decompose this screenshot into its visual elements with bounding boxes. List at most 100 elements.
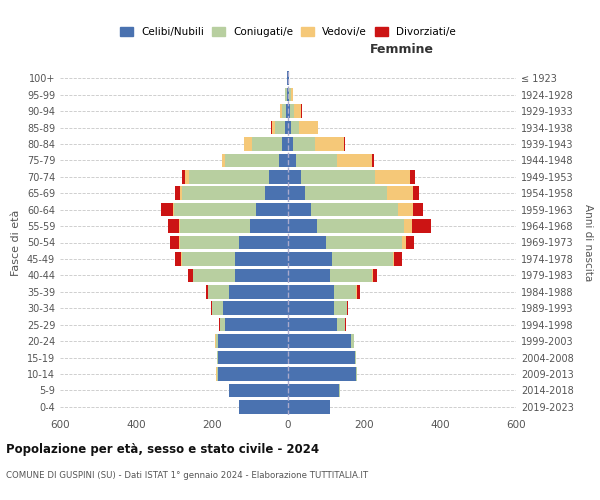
Bar: [288, 334, 350, 348]
Bar: [316, 137, 344, 150]
Bar: [265, 186, 288, 200]
Bar: [221, 154, 222, 167]
Y-axis label: Anni di nascita: Anni di nascita: [583, 204, 593, 281]
Bar: [288, 384, 340, 397]
Bar: [244, 137, 252, 150]
Text: COMUNE DI GUSPINI (SU) - Dati ISTAT 1° gennaio 2024 - Elaborazione TUTTITALIA.IT: COMUNE DI GUSPINI (SU) - Dati ISTAT 1° g…: [6, 471, 368, 480]
Bar: [217, 351, 218, 364]
Bar: [180, 236, 239, 249]
Bar: [406, 236, 414, 249]
Bar: [239, 400, 288, 413]
Bar: [189, 170, 269, 183]
Bar: [182, 170, 185, 183]
Bar: [326, 236, 402, 249]
Bar: [288, 351, 355, 364]
Bar: [285, 121, 288, 134]
Bar: [345, 318, 346, 332]
Bar: [216, 334, 218, 348]
Bar: [288, 104, 290, 118]
Bar: [402, 236, 406, 249]
Bar: [413, 186, 419, 200]
Bar: [288, 268, 330, 282]
Bar: [181, 252, 182, 266]
Bar: [218, 367, 288, 380]
Bar: [288, 170, 301, 183]
Bar: [398, 203, 413, 216]
Bar: [290, 88, 293, 102]
Bar: [410, 170, 415, 183]
Bar: [296, 154, 337, 167]
Bar: [288, 252, 332, 266]
Bar: [174, 203, 256, 216]
Bar: [412, 220, 431, 233]
Bar: [161, 203, 173, 216]
Bar: [317, 220, 404, 233]
Bar: [206, 285, 208, 298]
Bar: [288, 236, 326, 249]
Bar: [188, 268, 193, 282]
Bar: [220, 318, 226, 332]
Bar: [185, 170, 189, 183]
Y-axis label: Fasce di età: Fasce di età: [11, 210, 21, 276]
Bar: [269, 170, 288, 183]
Bar: [212, 302, 223, 315]
Bar: [281, 104, 286, 118]
Bar: [235, 252, 288, 266]
Bar: [291, 121, 299, 134]
Bar: [294, 104, 301, 118]
Bar: [288, 400, 330, 413]
Bar: [347, 302, 349, 315]
Bar: [179, 236, 180, 249]
Bar: [299, 121, 317, 134]
Bar: [334, 302, 347, 315]
Bar: [216, 367, 217, 380]
Bar: [356, 285, 357, 298]
Bar: [373, 268, 377, 282]
Bar: [288, 72, 289, 85]
Bar: [371, 154, 373, 167]
Bar: [211, 302, 212, 315]
Bar: [286, 88, 287, 102]
Bar: [179, 220, 180, 233]
Bar: [193, 268, 235, 282]
Bar: [301, 170, 376, 183]
Bar: [278, 154, 288, 167]
Bar: [288, 318, 337, 332]
Bar: [182, 252, 235, 266]
Bar: [332, 252, 392, 266]
Bar: [173, 203, 174, 216]
Bar: [235, 268, 288, 282]
Bar: [222, 154, 226, 167]
Bar: [288, 154, 296, 167]
Bar: [293, 137, 316, 150]
Bar: [180, 186, 182, 200]
Bar: [330, 268, 371, 282]
Bar: [337, 318, 345, 332]
Bar: [356, 367, 357, 380]
Bar: [256, 203, 288, 216]
Bar: [168, 220, 179, 233]
Bar: [180, 220, 250, 233]
Bar: [337, 154, 371, 167]
Bar: [394, 252, 402, 266]
Bar: [392, 252, 394, 266]
Bar: [218, 334, 288, 348]
Bar: [229, 285, 288, 298]
Bar: [289, 88, 290, 102]
Bar: [226, 318, 288, 332]
Bar: [288, 203, 311, 216]
Bar: [208, 285, 229, 298]
Bar: [288, 220, 317, 233]
Legend: Celibi/Nubili, Coniugati/e, Vedovi/e, Divorziati/e: Celibi/Nubili, Coniugati/e, Vedovi/e, Di…: [120, 27, 456, 37]
Bar: [404, 220, 412, 233]
Bar: [355, 351, 356, 364]
Bar: [317, 121, 319, 134]
Text: Popolazione per età, sesso e stato civile - 2024: Popolazione per età, sesso e stato civil…: [6, 442, 319, 456]
Bar: [275, 121, 285, 134]
Bar: [301, 104, 302, 118]
Bar: [311, 203, 398, 216]
Bar: [290, 104, 294, 118]
Bar: [288, 285, 334, 298]
Bar: [387, 186, 413, 200]
Bar: [223, 302, 288, 315]
